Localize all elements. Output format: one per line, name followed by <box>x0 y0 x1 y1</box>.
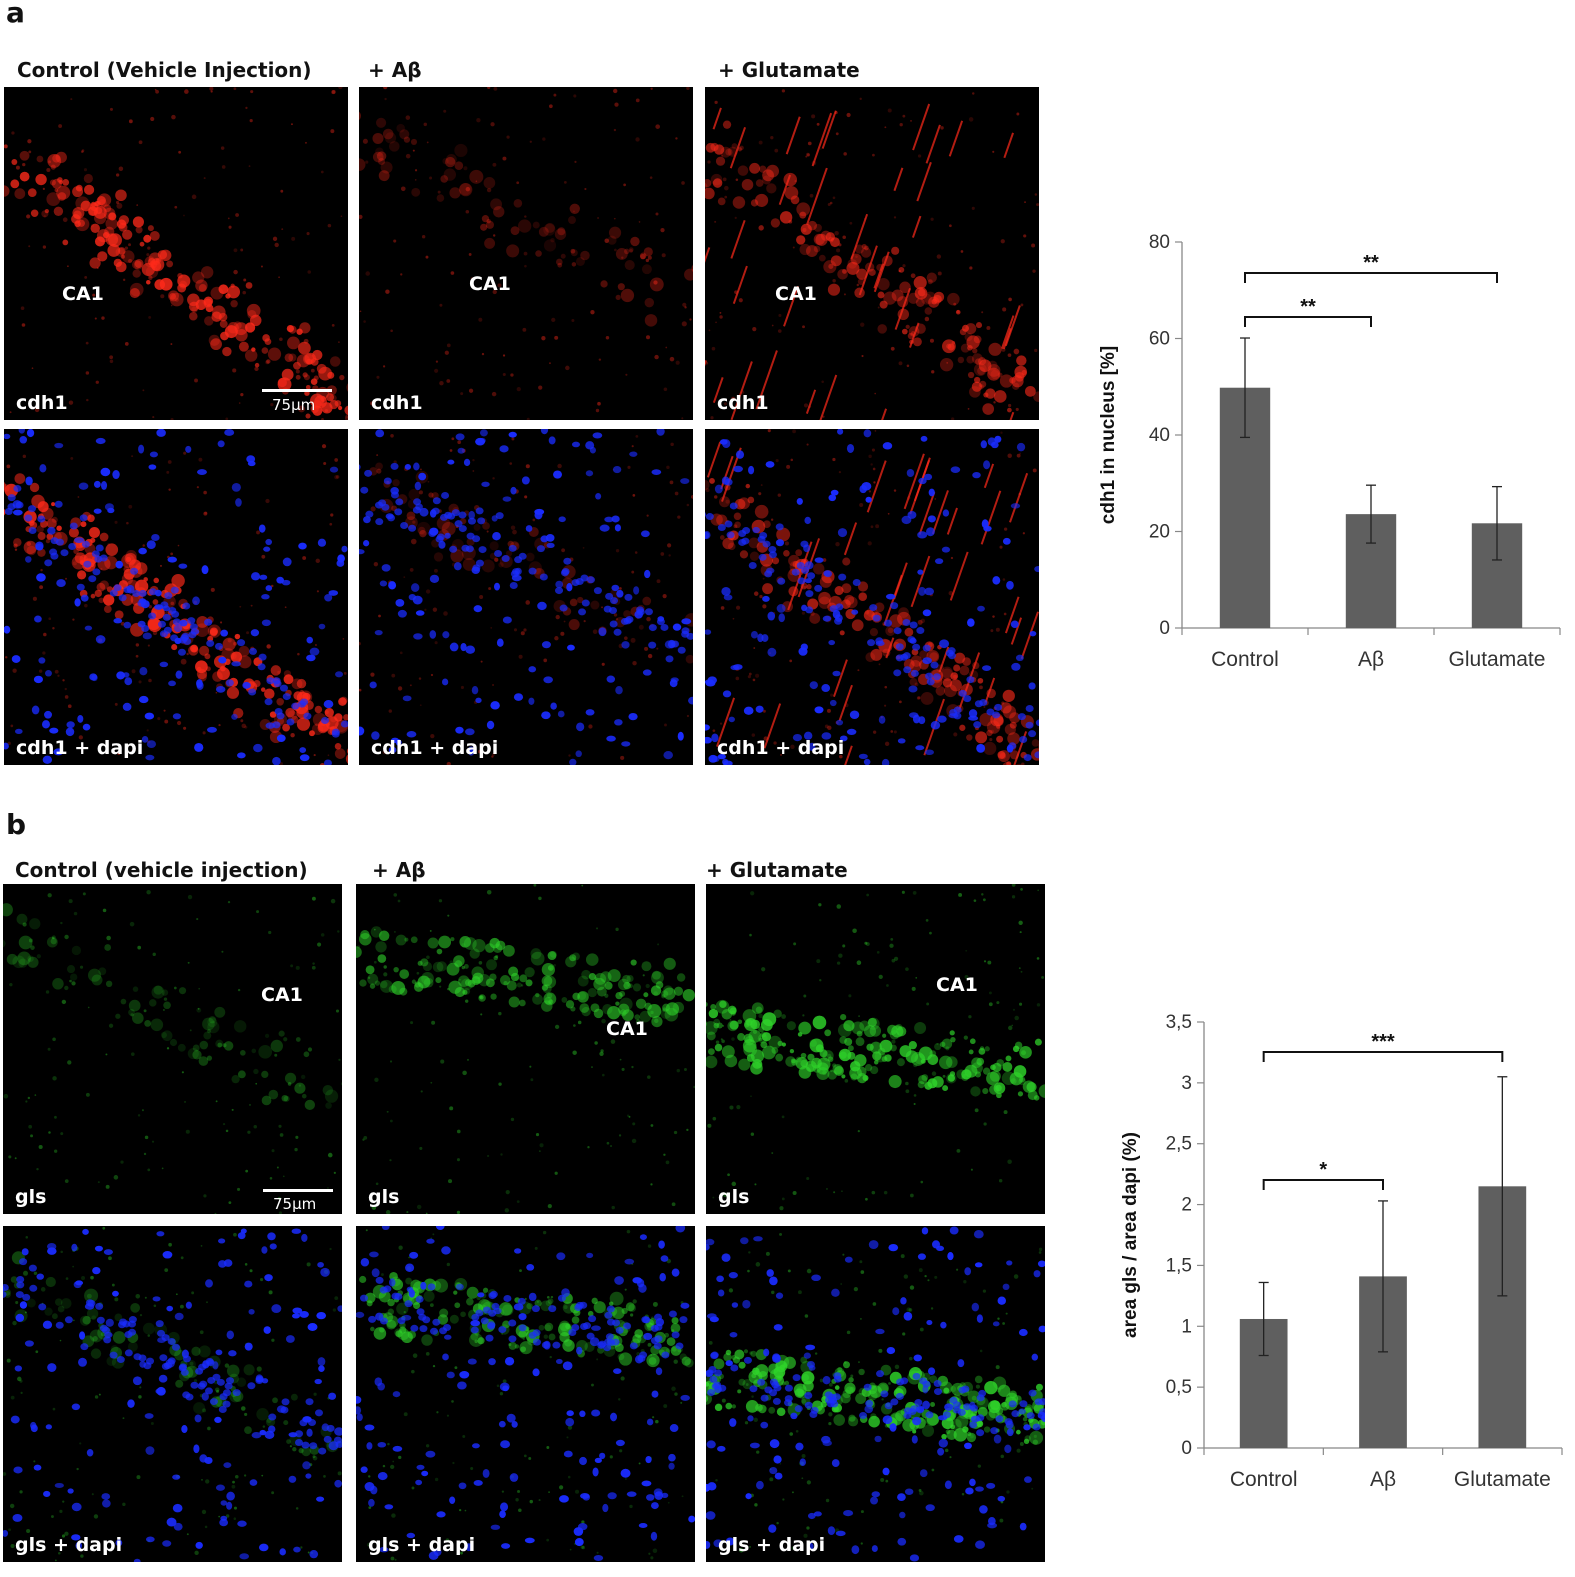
region-label-ca1: CA1 <box>469 273 511 295</box>
micrograph-label: gls + dapi <box>15 1534 123 1556</box>
panel-a-column-title-glutamate: + Glutamate <box>718 58 860 82</box>
y-tick-label: 1,5 <box>1166 1255 1192 1276</box>
panel-b-column-title-abeta: + Aβ <box>372 858 426 882</box>
y-tick-label: 0,5 <box>1166 1377 1192 1398</box>
micrograph-label: cdh1 + dapi <box>371 737 499 759</box>
y-tick-label: 3,5 <box>1166 1012 1192 1033</box>
panel-a-column-title-abeta: + Aβ <box>368 58 422 82</box>
significance-label: ** <box>1363 252 1379 274</box>
significance-bracket <box>1262 1179 1384 1190</box>
micrograph-a-control-cdh1-dapi: cdh1 + dapi <box>4 429 348 765</box>
significance-bracket <box>1244 272 1498 283</box>
significance-label: ** <box>1300 296 1316 318</box>
micrograph-label: gls + dapi <box>718 1534 826 1556</box>
y-tick-label: 2,5 <box>1166 1134 1192 1155</box>
panel-b-letter: b <box>6 808 27 841</box>
y-tick-label: 0 <box>1181 1438 1192 1459</box>
significance-bracket <box>1262 1051 1504 1062</box>
x-tick-label: Glutamate <box>1454 1468 1551 1491</box>
micrograph-texture <box>705 429 1039 765</box>
chart-cdh1-nucleus: 0 20 40 60 80 Control Aβ Glutamate ** ** cdh1 in n… <box>1060 220 1570 690</box>
micrograph-a-glutamate-cdh1-dapi: cdh1 + dapi <box>705 429 1039 765</box>
scale-bar-label: 75μm <box>272 396 316 414</box>
region-label-ca1: CA1 <box>62 283 104 305</box>
micrograph-label: cdh1 + dapi <box>16 737 144 759</box>
micrograph-label: gls <box>368 1186 400 1208</box>
micrograph-texture <box>356 884 695 1214</box>
micrograph-texture <box>705 89 1039 420</box>
bar-chart-cdh1: 0 20 40 60 80 Control Aβ Glutamate ** ** cdh1 in n… <box>1098 232 1561 671</box>
panel-a-letter: a <box>6 0 25 29</box>
y-tick-label: 1 <box>1181 1316 1192 1337</box>
x-tick-label: Glutamate <box>1449 648 1546 671</box>
micrograph-texture <box>706 884 1045 1211</box>
micrograph-label: cdh1 + dapi <box>717 737 845 759</box>
y-axis-label: area gls / area dapi (%) <box>1120 1132 1141 1338</box>
micrograph-label: gls + dapi <box>368 1534 476 1556</box>
micrograph-texture <box>4 87 348 420</box>
micrograph-a-abeta-cdh1-dapi: cdh1 + dapi <box>359 429 693 765</box>
panel-b-column-title-glutamate: + Glutamate <box>706 858 848 882</box>
y-tick-label: 2 <box>1181 1195 1192 1216</box>
scale-bar <box>262 389 332 392</box>
micrograph-b-control-gls-dapi: gls + dapi <box>3 1226 342 1562</box>
y-tick-label: 20 <box>1149 522 1170 543</box>
panel-b-column-title-control: Control (vehicle injection) <box>15 858 308 882</box>
y-tick-label: 60 <box>1149 329 1170 350</box>
micrograph-texture <box>4 429 348 765</box>
micrograph-b-abeta-gls-dapi: gls + dapi <box>356 1226 695 1562</box>
micrograph-texture <box>359 429 693 765</box>
region-label-ca1: CA1 <box>606 1018 648 1040</box>
micrograph-a-glutamate-cdh1: CA1 cdh1 <box>705 87 1039 420</box>
y-tick-label: 40 <box>1149 425 1170 446</box>
region-label-ca1: CA1 <box>936 974 978 996</box>
x-tick-label: Control <box>1211 648 1279 671</box>
micrograph-a-abeta-cdh1: CA1 cdh1 <box>359 87 693 420</box>
region-label-ca1: CA1 <box>775 283 817 305</box>
micrograph-b-glutamate-gls: CA1 gls <box>706 884 1045 1214</box>
scale-bar <box>263 1189 333 1192</box>
scale-bar-label: 75μm <box>273 1195 317 1213</box>
micrograph-a-control-cdh1: CA1 75μm cdh1 <box>4 87 348 420</box>
y-tick-label: 3 <box>1181 1073 1192 1094</box>
micrograph-texture <box>3 890 342 1214</box>
micrograph-b-control-gls: CA1 75μm gls <box>3 884 342 1214</box>
x-tick-label: Control <box>1230 1468 1298 1491</box>
micrograph-label: gls <box>15 1186 47 1208</box>
micrograph-texture <box>706 1226 1045 1562</box>
micrograph-label: cdh1 <box>16 392 68 414</box>
significance-label: * <box>1319 1159 1327 1181</box>
panel-a-column-title-control: Control (Vehicle Injection) <box>17 58 312 82</box>
micrograph-b-glutamate-gls-dapi: gls + dapi <box>706 1226 1045 1562</box>
micrograph-label: cdh1 <box>717 392 769 414</box>
y-tick-label: 80 <box>1149 232 1170 253</box>
micrograph-texture <box>3 1226 342 1562</box>
region-label-ca1: CA1 <box>261 984 303 1006</box>
micrograph-texture <box>356 1226 695 1562</box>
chart-gls-dapi-area: 0 0,5 1 1,5 2 2,5 3 3,5 Control Aβ Glutamate * *** ar… <box>1090 1000 1570 1500</box>
micrograph-b-abeta-gls: CA1 gls <box>356 884 695 1214</box>
micrograph-texture <box>359 87 693 420</box>
x-tick-label: Aβ <box>1370 1468 1396 1491</box>
x-tick-label: Aβ <box>1358 648 1384 671</box>
y-axis-label: cdh1 in nucleus [%] <box>1098 346 1119 524</box>
micrograph-label: gls <box>718 1186 750 1208</box>
y-tick-label: 0 <box>1159 618 1170 639</box>
significance-label: *** <box>1371 1031 1395 1053</box>
micrograph-label: cdh1 <box>371 392 423 414</box>
significance-bracket <box>1244 316 1372 327</box>
